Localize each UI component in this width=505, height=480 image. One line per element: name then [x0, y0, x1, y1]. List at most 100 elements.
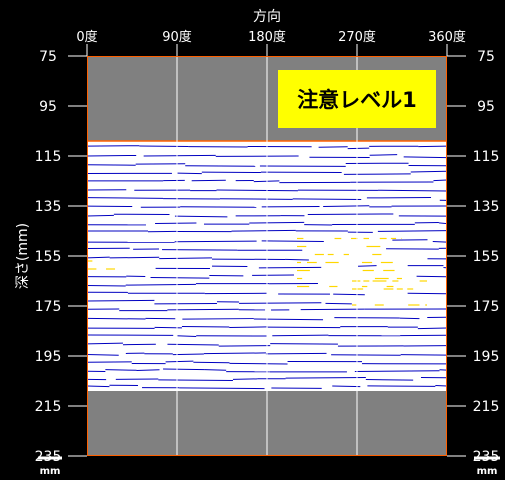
layer-line — [87, 299, 155, 302]
layer-line — [229, 362, 288, 365]
layer-line — [87, 342, 123, 345]
layer-line — [369, 154, 398, 156]
layer-line — [143, 154, 216, 157]
y-tick-label-right: 75 — [477, 49, 495, 65]
y-tick-label-left: 195 — [35, 349, 62, 365]
layer-line — [150, 276, 210, 279]
layer-line — [432, 241, 447, 243]
y-tick-label-right: 195 — [473, 349, 500, 365]
layer-line — [229, 326, 268, 328]
layer-line — [155, 222, 197, 225]
layer-line — [179, 387, 265, 390]
layer-line — [323, 205, 370, 207]
layer-line — [109, 256, 160, 259]
layer-line — [87, 154, 137, 157]
layer-line — [270, 343, 338, 345]
layer-line — [438, 222, 447, 225]
layer-line — [87, 385, 110, 388]
y-tick-label-right: 135 — [473, 199, 500, 215]
warning-badge-text: 注意レベル1 — [297, 88, 417, 112]
layer-line — [285, 377, 366, 379]
layer-line — [185, 165, 256, 167]
layer-line — [87, 214, 114, 217]
layer-line — [433, 179, 447, 182]
layer-line — [165, 360, 194, 363]
layer-line — [167, 343, 219, 346]
x-tick-label: 270度 — [338, 29, 376, 45]
layer-line — [249, 221, 305, 224]
y-axis-title: 深さ(mm) — [15, 223, 31, 289]
layer-line — [176, 335, 197, 337]
layer-line — [172, 353, 204, 356]
x-axis-title: 方向 — [253, 9, 281, 25]
layer-line — [403, 156, 447, 159]
y-tick-label-left: 155 — [35, 249, 62, 265]
unit-label-left: mm — [40, 466, 61, 477]
layer-line — [87, 256, 110, 259]
layer-line — [358, 265, 377, 267]
layer-line — [204, 369, 227, 371]
layer-line — [162, 249, 238, 251]
y-tick-label-left: 215 — [35, 399, 62, 415]
layer-line — [354, 370, 440, 373]
layer-line — [136, 369, 160, 371]
y-tick-label-right: 175 — [473, 299, 500, 315]
layer-line — [231, 229, 296, 232]
layer-line — [400, 354, 447, 356]
layer-line — [87, 354, 119, 356]
layer-line — [253, 318, 324, 321]
layer-line — [167, 308, 239, 311]
anomaly-markers — [87, 237, 427, 306]
layer-line — [377, 189, 447, 192]
layer-line — [219, 198, 293, 200]
layer-line — [410, 170, 447, 173]
warning-badge: 注意レベル1 — [278, 70, 436, 128]
layer-line — [181, 325, 230, 328]
unit-label-right: mm — [477, 466, 498, 477]
layer-line — [377, 230, 447, 232]
layer-lines — [87, 145, 447, 390]
y-tick-label-left: 95 — [39, 99, 57, 115]
y-tick-label-right: 155 — [473, 249, 500, 265]
y-tick-label-right: 215 — [473, 399, 500, 415]
layer-line — [174, 240, 257, 243]
layer-line — [180, 206, 257, 208]
layer-line — [191, 179, 226, 182]
layer-line — [365, 379, 414, 381]
layer-line — [307, 213, 394, 215]
warning-badge-box — [278, 70, 436, 128]
layer-line — [333, 293, 365, 296]
layer-line — [177, 172, 202, 175]
layer-line — [347, 147, 370, 150]
layer-line — [265, 352, 327, 355]
layer-line — [87, 197, 164, 199]
layer-line — [159, 257, 212, 260]
layer-line — [125, 283, 196, 286]
layer-line — [87, 285, 126, 287]
layer-line — [332, 385, 361, 388]
y-tick-label-left: 135 — [35, 199, 62, 215]
x-tick-label: 0度 — [76, 29, 97, 45]
layer-line — [272, 334, 329, 337]
layer-line — [174, 215, 228, 218]
layer-line — [218, 345, 271, 347]
layer-line — [163, 368, 205, 371]
layer-line — [292, 198, 362, 201]
x-tick-label: 360度 — [428, 29, 466, 45]
x-tick-label: 180度 — [248, 29, 286, 45]
layer-line — [407, 292, 447, 295]
x-tick-label: 90度 — [162, 29, 192, 45]
y-tick-label-left: 175 — [35, 299, 62, 315]
y-tick-label-right: 115 — [473, 149, 500, 165]
layer-line — [399, 317, 420, 320]
plot-frame — [87, 56, 447, 456]
y-tick-label-left: 75 — [39, 49, 57, 65]
layer-line — [216, 189, 298, 192]
layer-line — [239, 302, 322, 304]
layer-line — [105, 369, 137, 371]
layer-line — [158, 379, 233, 382]
layer-line — [87, 164, 136, 166]
y-tick-label-left: 115 — [35, 149, 62, 165]
layer-line — [285, 258, 309, 261]
